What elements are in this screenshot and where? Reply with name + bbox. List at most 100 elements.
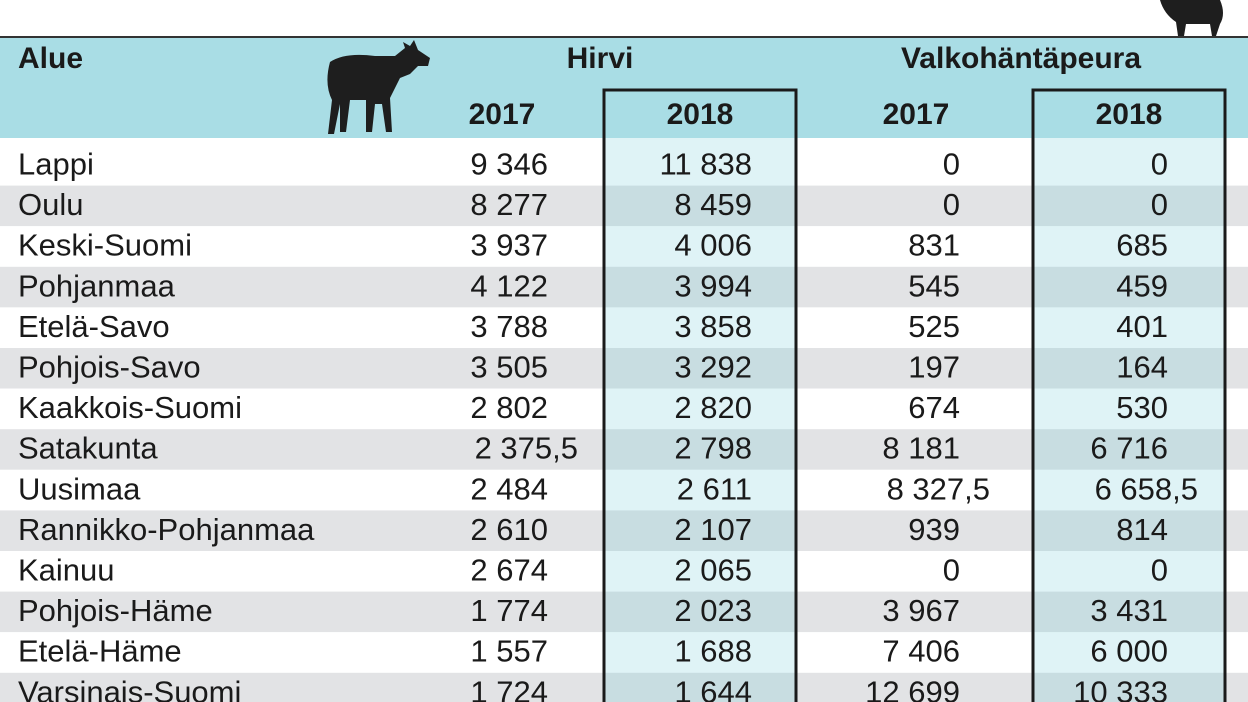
table-value: 2 802 bbox=[470, 390, 548, 425]
row-band bbox=[0, 266, 1248, 308]
rows bbox=[0, 138, 1248, 702]
table-value: 1 644 bbox=[674, 674, 752, 702]
row-band bbox=[0, 551, 1248, 592]
table-value: 9 346 bbox=[470, 146, 548, 181]
table-value: 0 bbox=[1151, 187, 1168, 222]
table-value: 0 bbox=[1151, 552, 1168, 587]
region-name: Kainuu bbox=[18, 552, 115, 587]
region-name: Etelä-Savo bbox=[18, 309, 170, 344]
table-value: 8 327,5 bbox=[887, 471, 990, 506]
region-name: Oulu bbox=[18, 187, 83, 222]
row-band bbox=[0, 307, 1248, 348]
row-band bbox=[0, 145, 1248, 186]
table-value: 545 bbox=[908, 268, 960, 303]
table-value: 3 292 bbox=[674, 349, 752, 384]
table-value: 3 994 bbox=[674, 268, 752, 303]
table-value: 8 277 bbox=[470, 187, 548, 222]
table-value: 459 bbox=[1116, 268, 1168, 303]
row-band bbox=[0, 591, 1248, 633]
table-value: 164 bbox=[1116, 349, 1168, 384]
table-value: 6 000 bbox=[1090, 634, 1168, 669]
table-value: 3 937 bbox=[470, 228, 548, 263]
region-name: Uusimaa bbox=[18, 471, 141, 506]
row-band bbox=[0, 226, 1248, 267]
table-value: 0 bbox=[1151, 146, 1168, 181]
table-value: 4 122 bbox=[470, 268, 548, 303]
table-value: 525 bbox=[908, 309, 960, 344]
row-band bbox=[0, 469, 1248, 511]
region-name: Rannikko-Pohjanmaa bbox=[18, 512, 315, 547]
table-value: 11 838 bbox=[659, 146, 752, 181]
table-value: 7 406 bbox=[882, 634, 960, 669]
table-value: 2 375,5 bbox=[475, 431, 578, 466]
table-value: 685 bbox=[1116, 228, 1168, 263]
table-value: 8 181 bbox=[882, 431, 960, 466]
table-value: 6 658,5 bbox=[1095, 471, 1198, 506]
table-value: 10 333 bbox=[1073, 674, 1168, 702]
table-value: 3 505 bbox=[470, 349, 548, 384]
region-name: Lappi bbox=[18, 146, 94, 181]
region-name: Etelä-Häme bbox=[18, 634, 182, 669]
table-value: 3 967 bbox=[882, 593, 960, 628]
table-value: 1 688 bbox=[674, 634, 752, 669]
header-band bbox=[0, 37, 1248, 138]
table-value: 197 bbox=[908, 349, 960, 384]
table-value: 0 bbox=[943, 552, 960, 587]
row-band bbox=[0, 388, 1248, 430]
year-header: 2018 bbox=[667, 98, 734, 131]
table-value: 3 788 bbox=[470, 309, 548, 344]
table-value: 2 798 bbox=[674, 431, 752, 466]
row-band bbox=[0, 672, 1248, 702]
table-value: 2 674 bbox=[470, 552, 548, 587]
table-value: 8 459 bbox=[674, 187, 752, 222]
row-band bbox=[0, 429, 1248, 470]
table-value: 530 bbox=[1116, 390, 1168, 425]
table-value: 939 bbox=[908, 512, 960, 547]
table-value: 0 bbox=[943, 146, 960, 181]
table-value: 4 006 bbox=[674, 228, 752, 263]
region-name: Pohjois-Häme bbox=[18, 593, 213, 628]
table-value: 831 bbox=[908, 228, 960, 263]
table-value: 814 bbox=[1116, 512, 1168, 547]
region-name: Varsinais-Suomi bbox=[18, 674, 241, 702]
table-value: 1 724 bbox=[470, 674, 548, 702]
region-name: Kaakkois-Suomi bbox=[18, 390, 242, 425]
column-highlight bbox=[1033, 138, 1225, 702]
column-box bbox=[1031, 88, 1227, 702]
year-header: 2018 bbox=[1096, 98, 1163, 131]
row-band bbox=[0, 632, 1248, 673]
column-header: Hirvi bbox=[567, 42, 634, 75]
table-value: 2 610 bbox=[470, 512, 548, 547]
row-band bbox=[0, 185, 1248, 227]
row-band bbox=[0, 348, 1248, 389]
table-value: 0 bbox=[943, 187, 960, 222]
table-value: 1 774 bbox=[470, 593, 548, 628]
column-header: Valkohäntäpeura bbox=[901, 42, 1141, 75]
moose-icon bbox=[327, 40, 430, 134]
table-value: 2 065 bbox=[674, 552, 752, 587]
table-value: 2 484 bbox=[470, 471, 548, 506]
table-value: 2 611 bbox=[677, 471, 752, 506]
table-value: 674 bbox=[908, 390, 960, 425]
table-value: 401 bbox=[1116, 309, 1168, 344]
table-value: 2 107 bbox=[674, 512, 752, 547]
table-value: 6 716 bbox=[1090, 431, 1168, 466]
column-header: Alue bbox=[18, 42, 83, 75]
region-name: Pohjanmaa bbox=[18, 268, 176, 303]
table-value: 1 557 bbox=[470, 634, 548, 669]
deer-icon bbox=[1160, 0, 1223, 36]
column-highlight bbox=[604, 138, 796, 702]
table-value: 3 858 bbox=[674, 309, 752, 344]
year-header: 2017 bbox=[883, 98, 950, 131]
table-value: 2 023 bbox=[674, 593, 752, 628]
region-name: Satakunta bbox=[18, 431, 158, 466]
row-band bbox=[0, 510, 1248, 551]
column-box bbox=[602, 88, 798, 702]
region-name: Pohjois-Savo bbox=[18, 349, 201, 384]
year-header: 2017 bbox=[469, 98, 536, 131]
table-value: 3 431 bbox=[1090, 593, 1168, 628]
table-value: 2 820 bbox=[674, 390, 752, 425]
table-value: 12 699 bbox=[865, 674, 960, 702]
region-name: Keski-Suomi bbox=[18, 228, 192, 263]
